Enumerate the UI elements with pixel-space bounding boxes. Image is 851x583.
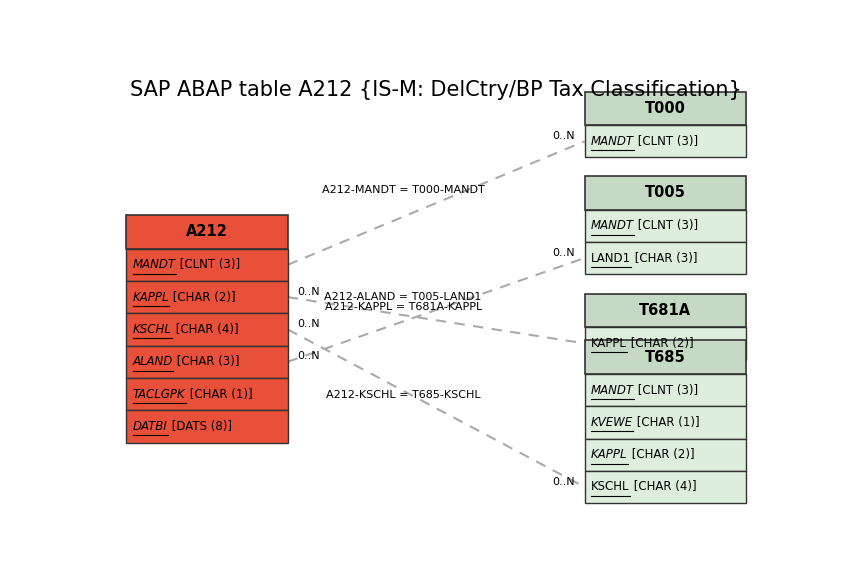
Bar [126,410,288,442]
Text: [CHAR (4)]: [CHAR (4)] [172,323,238,336]
Text: T685: T685 [645,350,686,364]
Text: [DATS (8)]: [DATS (8)] [168,420,231,433]
Text: A212-KAPPL = T681A-KAPPL: A212-KAPPL = T681A-KAPPL [324,302,482,312]
Text: KSCHL: KSCHL [133,323,172,336]
Text: 0..N: 0..N [298,352,320,361]
Text: [CLNT (3)]: [CLNT (3)] [634,384,699,396]
Text: SAP ABAP table A212 {IS-M: DelCtry/BP Tax Classification}: SAP ABAP table A212 {IS-M: DelCtry/BP Ta… [130,80,742,100]
Text: TACLGPK: TACLGPK [133,388,186,401]
Text: [CHAR (2)]: [CHAR (2)] [169,290,236,304]
Text: A212-MANDT = T000-MANDT: A212-MANDT = T000-MANDT [322,185,484,195]
Text: [CLNT (3)]: [CLNT (3)] [634,219,699,232]
Bar [585,374,746,406]
Text: [CHAR (1)]: [CHAR (1)] [633,416,700,429]
Text: 0..N: 0..N [298,287,320,297]
Text: [CHAR (2)]: [CHAR (2)] [627,337,694,350]
Bar [585,438,746,471]
Text: MANDT: MANDT [133,258,176,271]
Text: 0..N: 0..N [552,131,574,141]
Text: [CHAR (4)]: [CHAR (4)] [630,480,696,493]
Bar [585,242,746,274]
Text: [CLNT (3)]: [CLNT (3)] [634,135,699,148]
Bar [126,248,288,281]
Text: MANDT: MANDT [591,135,634,148]
Bar [585,125,746,157]
Text: T000: T000 [645,101,686,116]
Bar [585,209,746,242]
Bar [585,340,746,374]
Bar [126,346,288,378]
Text: [CHAR (1)]: [CHAR (1)] [186,388,252,401]
Text: T005: T005 [645,185,686,200]
Text: KAPPL: KAPPL [591,337,627,350]
Text: LAND1: LAND1 [591,251,631,265]
Bar [585,327,746,360]
Text: KSCHL: KSCHL [591,480,630,493]
Text: A212: A212 [186,224,228,239]
Text: 0..N: 0..N [552,477,574,487]
Text: MANDT: MANDT [591,384,634,396]
Text: A212-ALAND = T005-LAND1: A212-ALAND = T005-LAND1 [324,292,482,302]
Text: KVEWE: KVEWE [591,416,633,429]
Text: [CHAR (2)]: [CHAR (2)] [628,448,694,461]
Text: MANDT: MANDT [591,219,634,232]
Bar [126,281,288,313]
Text: ALAND: ALAND [133,355,173,368]
Bar [585,176,746,209]
Bar [585,406,746,438]
Text: T681A: T681A [639,303,691,318]
Text: KAPPL: KAPPL [591,448,628,461]
Bar [126,215,288,248]
Text: DATBI: DATBI [133,420,168,433]
Bar [126,313,288,346]
Text: [CLNT (3)]: [CLNT (3)] [176,258,240,271]
Bar [585,293,746,327]
Text: KAPPL: KAPPL [133,290,169,304]
Text: [CHAR (3)]: [CHAR (3)] [631,251,698,265]
Text: 0..N: 0..N [552,248,574,258]
Bar [126,378,288,410]
Text: A212-KSCHL = T685-KSCHL: A212-KSCHL = T685-KSCHL [326,390,481,400]
Text: 0..N: 0..N [298,319,320,329]
Bar [585,471,746,503]
Text: [CHAR (3)]: [CHAR (3)] [173,355,239,368]
Bar [585,92,746,125]
